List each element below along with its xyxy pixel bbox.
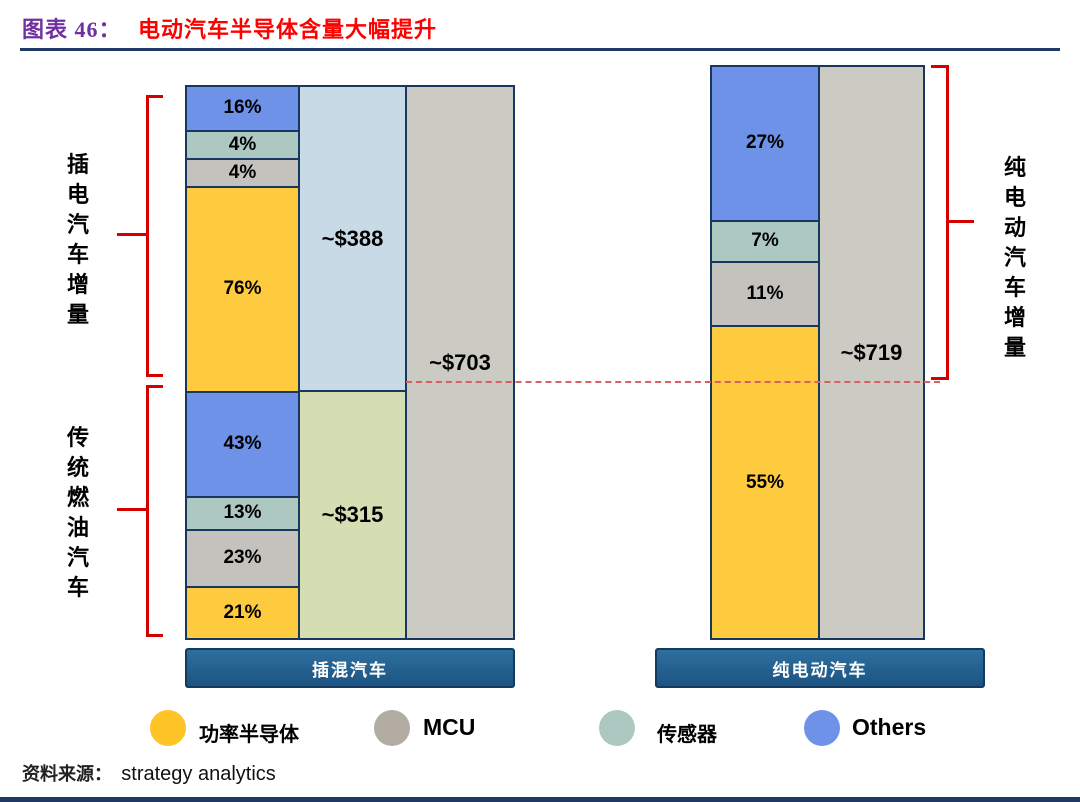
- segment-label: 21%: [223, 601, 262, 623]
- source-prefix: 资料来源：: [22, 764, 112, 784]
- phev-base-value-cell: ~$315: [300, 390, 405, 638]
- legend-label-sensor: 传感器: [657, 724, 717, 746]
- bev-increment-section: 27% 7% 11% 55%: [712, 67, 818, 638]
- bracket-fuel-base-line: [146, 385, 163, 388]
- legend-dot-others-icon: [804, 710, 840, 746]
- legend-label-power: 功率半导体: [199, 724, 299, 746]
- segment-label: 11%: [746, 283, 784, 305]
- phev-increment-section: 16% 4% 4% 76%: [187, 87, 298, 392]
- figure-title: 电动汽车半导体含量大幅提升: [138, 17, 438, 42]
- bev-total-column: ~$719: [818, 65, 925, 640]
- bracket-bev-increment-line: [946, 220, 974, 223]
- phev-total-label: ~$703: [429, 349, 491, 375]
- bev-stacked-bar: 27% 7% 11% 55%: [710, 65, 820, 640]
- bar-segment-mcu: 23%: [187, 528, 298, 586]
- category-bar-bev: 纯电动汽车: [655, 648, 985, 688]
- legend-dot-mcu-icon: [374, 710, 410, 746]
- segment-label: 23%: [223, 547, 262, 569]
- base-value-label: ~$315: [321, 502, 384, 527]
- segment-label: 43%: [223, 433, 262, 455]
- phev-base-section: 43% 13% 23% 21%: [187, 391, 298, 638]
- bev-total-label: ~$719: [840, 339, 903, 365]
- bracket-plugin-increment-line: [146, 95, 149, 377]
- figure-number: 图表 46：: [22, 17, 122, 42]
- bracket-plugin-increment-line: [117, 233, 147, 236]
- bar-segment-sensor: 4%: [187, 129, 298, 158]
- bracket-fuel-base-line: [146, 385, 149, 637]
- phev-total-column: ~$703: [405, 85, 515, 640]
- title-rule: [20, 48, 1060, 51]
- source-text: strategy analytics: [121, 763, 276, 785]
- legend-label-others: Others: [852, 714, 927, 740]
- segment-label: 27%: [745, 132, 785, 154]
- source-line: 资料来源： strategy analytics: [22, 760, 276, 786]
- bottom-rule: [0, 797, 1080, 802]
- segment-label: 4%: [228, 161, 257, 183]
- bar-segment-others: 43%: [187, 391, 298, 496]
- annotation-fuel-base: 传统燃油汽车: [66, 425, 89, 600]
- bar-segment-power: 76%: [187, 185, 298, 392]
- segment-label: 16%: [223, 97, 262, 119]
- legend-dot-power-icon: [150, 710, 186, 746]
- bar-segment-others: 16%: [187, 87, 298, 130]
- bar-segment-power: 21%: [187, 585, 298, 638]
- bar-segment-sensor: 13%: [187, 495, 298, 529]
- segment-label: 7%: [751, 230, 779, 252]
- legend-dot-sensor-icon: [599, 710, 635, 746]
- bar-segment-mcu: 11%: [712, 261, 818, 326]
- bracket-bev-increment-line: [931, 377, 949, 380]
- segment-label: 55%: [745, 471, 785, 493]
- segment-label: 4%: [228, 133, 257, 155]
- bar-segment-sensor: 7%: [712, 219, 818, 262]
- phev-stacked-bar: 16% 4% 4% 76% 43% 13% 23% 21%: [185, 85, 300, 640]
- segment-label: 13%: [223, 502, 262, 524]
- bracket-bev-increment-line: [931, 65, 949, 68]
- dashed-reference-line: [406, 381, 940, 383]
- bar-segment-mcu: 4%: [187, 157, 298, 186]
- figure-header: 图表 46： 电动汽车半导体含量大幅提升: [22, 12, 437, 44]
- bracket-plugin-increment-line: [146, 95, 163, 98]
- annotation-bev-increment: 纯电动汽车增量: [1003, 155, 1026, 360]
- annotation-plugin-increment: 插电汽车增量: [66, 152, 89, 327]
- bracket-fuel-base-line: [117, 508, 147, 511]
- category-bar-phev: 插混汽车: [185, 648, 515, 688]
- bar-segment-others: 27%: [712, 67, 818, 220]
- increment-value-label: ~$388: [321, 225, 384, 251]
- bar-segment-power: 55%: [712, 325, 818, 638]
- phev-value-column: ~$388 ~$315: [298, 85, 407, 640]
- phev-increment-value-cell: ~$388: [300, 87, 405, 390]
- bracket-plugin-increment-line: [146, 374, 163, 377]
- segment-label: 76%: [223, 278, 262, 300]
- bracket-fuel-base-line: [146, 634, 163, 637]
- legend-label-mcu: MCU: [423, 714, 476, 740]
